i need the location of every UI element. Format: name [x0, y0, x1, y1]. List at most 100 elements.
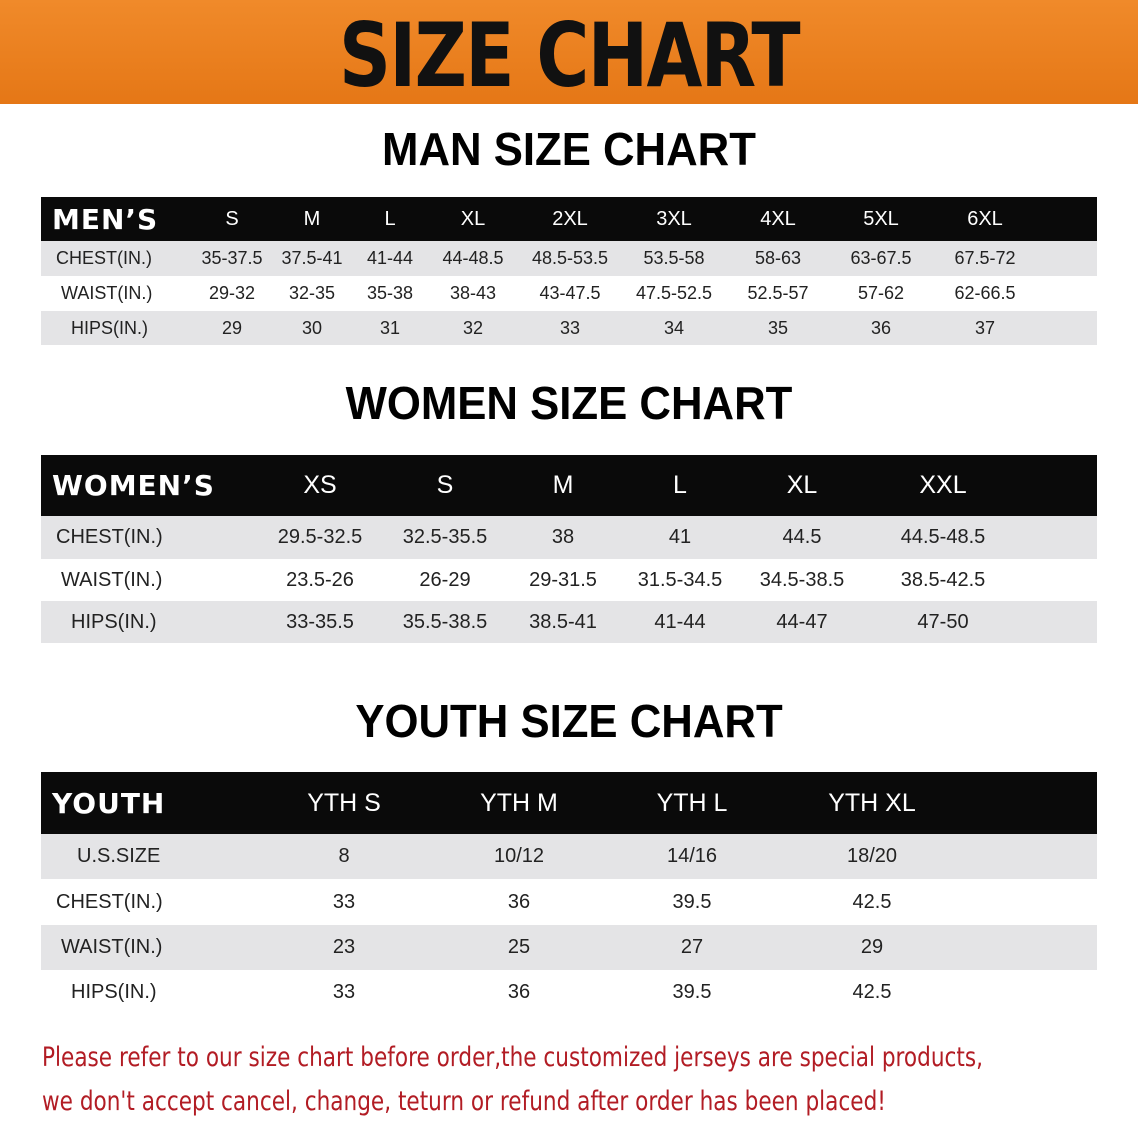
size-header-2xl: 2XL	[552, 207, 588, 230]
table-cell: 47-50	[917, 610, 969, 633]
table-row: WAIST(IN.) 23.5-26 26-29 29-31.5 31.5-34.5 34…	[41, 559, 1097, 601]
size-header-yth-xl: YTH XL	[828, 788, 916, 817]
table-cell: 52.5-57	[747, 283, 809, 303]
table-row: HIPS(IN.) 29 30 31 32 33 34 35 36 37	[41, 311, 1097, 345]
size-header-m: M	[552, 471, 574, 499]
table-cell: 32-35	[288, 283, 336, 303]
table-cell: 41	[668, 526, 692, 548]
men-title: MAN SIZE CHART	[382, 123, 756, 175]
row-label: HIPS(IN.)	[71, 981, 157, 1003]
table-cell: 41-44	[654, 610, 706, 633]
table-cell: 53.5-58	[643, 248, 705, 268]
size-header-yth-l: YTH L	[656, 788, 728, 817]
banner: SIZE CHART	[0, 0, 1138, 107]
size-header-l: L	[384, 207, 396, 230]
table-cell: 67.5-72	[954, 248, 1016, 268]
table-cell: 27	[680, 936, 704, 958]
table-cell: 29-31.5	[529, 568, 597, 591]
table-cell: 31.5-34.5	[637, 568, 723, 591]
table-cell: 29	[221, 317, 243, 338]
table-row: U.S.SIZE 8 10/12 14/16 18/20	[41, 834, 1097, 879]
table-cell: 35	[767, 317, 789, 338]
size-header-s: S	[436, 471, 454, 499]
table-cell: 44.5-48.5	[900, 526, 986, 548]
table-cell: 38	[551, 526, 575, 548]
table-row: CHEST(IN.) 33 36 39.5 42.5	[41, 879, 1097, 925]
table-cell: 31	[379, 317, 401, 338]
row-label: WAIST(IN.)	[61, 283, 153, 303]
table-cell: 33	[559, 317, 581, 338]
table-cell: 62-66.5	[954, 283, 1016, 303]
table-cell: 29-32	[208, 283, 256, 303]
table-cell: 47.5-52.5	[635, 283, 713, 303]
youth-header-row: YOUTH YTH S YTH M YTH L YTH XL	[41, 772, 1097, 834]
notice-line-1: Please refer to our size chart before or…	[42, 1042, 984, 1073]
table-cell: 35.5-38.5	[402, 610, 488, 633]
table-cell: 42.5	[852, 981, 892, 1003]
table-cell: 44-48.5	[442, 248, 504, 268]
table-cell: 34	[663, 317, 685, 338]
table-cell: 38.5-41	[529, 610, 597, 633]
row-label: CHEST(IN.)	[56, 526, 163, 548]
table-cell: 18/20	[846, 845, 898, 867]
table-cell: 37.5-41	[281, 248, 343, 268]
table-cell: 23.5-26	[286, 568, 354, 591]
row-label: WAIST(IN.)	[61, 568, 163, 591]
row-label: CHEST(IN.)	[56, 890, 163, 913]
women-header-label: WOMEN’S	[52, 469, 215, 502]
row-label: WAIST(IN.)	[61, 936, 163, 958]
table-cell: 8	[338, 845, 350, 867]
size-header-3xl: 3XL	[656, 207, 692, 230]
table-cell: 57-62	[857, 283, 905, 303]
table-cell: 29.5-32.5	[277, 526, 363, 548]
table-cell: 36	[507, 890, 531, 913]
banner-title: SIZE CHART	[339, 4, 801, 107]
table-cell: 44-47	[776, 610, 828, 633]
table-cell: 33-35.5	[286, 610, 354, 633]
table-cell: 32.5-35.5	[402, 526, 488, 548]
size-header-xl: XL	[460, 207, 486, 230]
table-cell: 33	[332, 890, 356, 913]
size-header-l: L	[673, 471, 687, 499]
size-header-xl: XL	[786, 471, 818, 499]
table-cell: 36	[507, 981, 531, 1003]
table-cell: 14/16	[666, 845, 718, 867]
table-row: WAIST(IN.) 29-32 32-35 35-38 38-43 43-47.5 47.…	[41, 276, 1097, 311]
notice-line-2: we don't accept cancel, change, teturn o…	[42, 1086, 886, 1117]
table-cell: 42.5	[852, 890, 892, 913]
table-cell: 39.5	[672, 890, 712, 913]
men-header-row: MEN’S S M L XL 2XL 3XL 4XL 5XL 6XL	[41, 197, 1097, 241]
row-label: HIPS(IN.)	[71, 610, 157, 633]
table-cell: 35-37.5	[201, 248, 263, 268]
table-row: HIPS(IN.) 33 36 39.5 42.5	[41, 970, 1097, 1015]
women-header-row: WOMEN’S XS S M L XL XXL	[41, 455, 1097, 516]
table-cell: 23	[332, 936, 356, 958]
table-cell: 44.5	[782, 526, 822, 548]
notice: Please refer to our size chart before or…	[42, 1036, 984, 1124]
size-header-yth-m: YTH M	[480, 788, 558, 817]
table-cell: 25	[507, 936, 531, 958]
table-cell: 38.5-42.5	[900, 568, 986, 591]
table-cell: 38-43	[449, 283, 497, 303]
table-cell: 32	[462, 317, 484, 338]
table-cell: 39.5	[672, 981, 712, 1003]
table-cell: 35-38	[366, 283, 414, 303]
table-cell: 63-67.5	[850, 248, 912, 268]
size-header-xxl: XXL	[919, 471, 967, 499]
men-header-label: MEN’S	[52, 202, 159, 236]
table-cell: 29	[860, 936, 884, 958]
size-header-5xl: 5XL	[863, 207, 899, 230]
row-label: CHEST(IN.)	[56, 248, 152, 268]
table-cell: 37	[974, 317, 996, 338]
table-cell: 10/12	[493, 845, 545, 867]
size-header-4xl: 4XL	[760, 207, 796, 230]
table-cell: 30	[301, 317, 323, 338]
row-label: HIPS(IN.)	[71, 317, 149, 338]
size-header-yth-s: YTH S	[307, 788, 381, 817]
table-cell: 58-63	[754, 248, 802, 268]
table-cell: 43-47.5	[539, 283, 601, 303]
size-header-m: M	[303, 207, 321, 230]
size-header-6xl: 6XL	[967, 207, 1003, 230]
table-cell: 26-29	[419, 568, 471, 591]
